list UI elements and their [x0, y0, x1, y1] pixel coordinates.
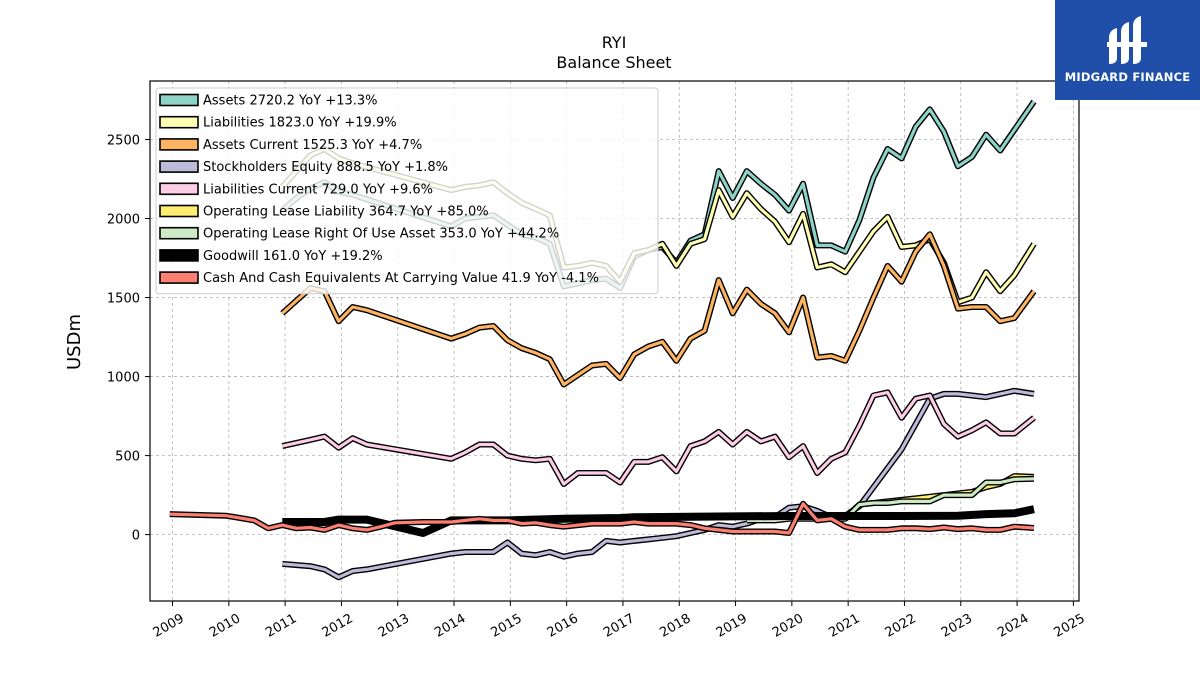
series-line-fill — [169, 502, 1035, 535]
legend-swatch — [159, 138, 199, 151]
legend-item: Assets Current 1525.3 YoY +4.7% — [159, 138, 422, 153]
x-tick-label: 2014 — [432, 611, 468, 641]
y-tick-label: 0 — [132, 529, 140, 544]
x-tick-label: 2022 — [883, 611, 919, 641]
legend-swatch — [159, 204, 199, 218]
x-tick-label: 2019 — [714, 611, 750, 641]
y-tick-label: 500 — [115, 450, 140, 465]
x-tick-label: 2016 — [545, 611, 581, 641]
x-tick-label: 2021 — [826, 611, 862, 641]
series-line-fill — [281, 390, 1036, 486]
x-tick-label: 2010 — [207, 611, 243, 641]
x-tick-label: 2025 — [1052, 611, 1088, 641]
legend-label: Stockholders Equity 888.5 YoY +1.8% — [203, 160, 448, 175]
series-line-outline — [282, 505, 1035, 537]
legend-swatch — [159, 182, 199, 196]
legend-label: Liabilities 1823.0 YoY +19.9% — [203, 116, 397, 131]
series-line — [281, 389, 1036, 487]
legend-item: Liabilities 1823.0 YoY +19.9% — [159, 115, 397, 131]
x-tick-label: 2024 — [995, 611, 1031, 641]
x-tick-label: 2012 — [320, 611, 356, 641]
y-tick-label: 2000 — [107, 213, 140, 228]
x-tick-label: 2009 — [151, 611, 187, 641]
legend-swatch — [159, 160, 199, 173]
brand-name: MIDGARD FINANCE — [1064, 70, 1191, 84]
y-tick-label: 2500 — [107, 133, 140, 148]
brand-logo-mark-icon — [1107, 16, 1147, 64]
legend-swatch — [159, 249, 199, 262]
plot-area — [149, 80, 1080, 602]
series-line-outline — [281, 389, 1036, 487]
legend-item: Cash And Cash Equivalents At Carrying Va… — [159, 271, 599, 286]
series-line — [282, 387, 1035, 581]
legend-label: Operating Lease Liability 364.7 YoY +85.… — [203, 205, 489, 220]
legend-item: Goodwill 161.0 YoY +19.2% — [159, 249, 383, 264]
legend: Assets 2720.2 YoY +13.3% Liabilities 1823… — [155, 87, 659, 295]
x-tick-label: 2018 — [657, 611, 693, 641]
y-tick-label: 1000 — [107, 371, 140, 386]
y-tick-label: 1500 — [107, 292, 140, 307]
brand-logo: MIDGARD FINANCE — [1055, 0, 1200, 100]
legend-item: Operating Lease Liability 364.7 YoY +85.… — [159, 204, 489, 220]
legend-item: Stockholders Equity 888.5 YoY +1.8% — [159, 160, 448, 175]
series-line — [282, 505, 1035, 537]
legend-item: Assets 2720.2 YoY +13.3% — [159, 93, 378, 109]
x-tick-label: 2023 — [939, 611, 975, 641]
y-axis-label: USDm — [64, 314, 85, 370]
legend-label: Assets Current 1525.3 YoY +4.7% — [203, 138, 422, 153]
legend-label: Cash And Cash Equivalents At Carrying Va… — [203, 271, 599, 286]
series-line — [169, 500, 1035, 536]
series-line-fill — [281, 232, 1036, 387]
series-line — [280, 231, 1037, 388]
legend-label: Assets 2720.2 YoY +13.3% — [203, 94, 378, 109]
legend-swatch — [159, 115, 199, 129]
legend-swatch — [159, 226, 199, 240]
legend-swatch — [159, 93, 199, 107]
series-lines — [169, 99, 1037, 581]
x-tick-label: 2011 — [263, 611, 299, 641]
legend-box — [155, 87, 659, 295]
legend-item: Operating Lease Right Of Use Asset 353.0… — [159, 226, 559, 242]
x-tick-label: 2020 — [770, 611, 806, 641]
legend-swatch — [159, 271, 199, 284]
x-tick-label: 2017 — [601, 611, 637, 641]
chart-subtitle: Balance Sheet — [556, 53, 671, 72]
x-tick-label: 2015 — [489, 611, 525, 641]
legend-label: Liabilities Current 729.0 YoY +9.6% — [203, 182, 433, 197]
legend-label: Operating Lease Right Of Use Asset 353.0… — [203, 227, 559, 242]
axis-ticks: 2009 2010 2011 2012 2013 2014 2015 2016 2017 2018… — [107, 133, 1088, 640]
series-line-fill — [282, 389, 1035, 579]
chart-title: RYI — [602, 33, 627, 52]
x-tick-label: 2013 — [376, 611, 412, 641]
legend-label: Goodwill 161.0 YoY +19.2% — [203, 249, 383, 264]
series-line-outline — [282, 387, 1035, 581]
legend-item: Liabilities Current 729.0 YoY +9.6% — [159, 182, 433, 197]
